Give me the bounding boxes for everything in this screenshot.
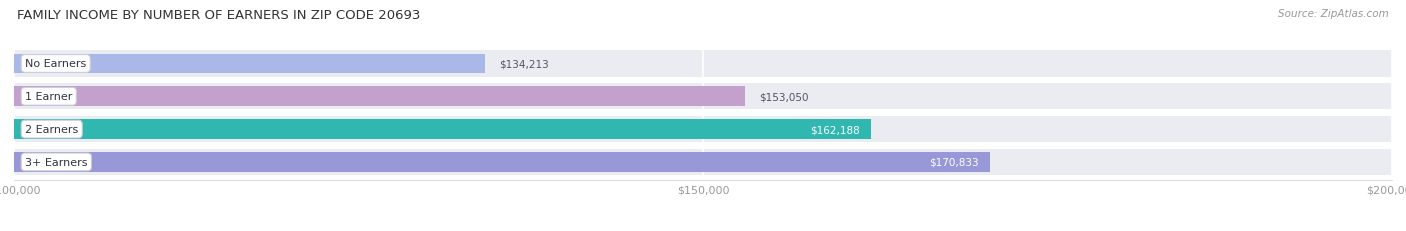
Bar (14, 84, 1392, 110)
Bar (14, 152, 990, 172)
Text: $134,213: $134,213 (499, 59, 548, 69)
Bar (14, 120, 870, 139)
Bar (14, 87, 745, 107)
Text: Source: ZipAtlas.com: Source: ZipAtlas.com (1278, 9, 1389, 19)
Text: 3+ Earners: 3+ Earners (25, 157, 87, 167)
Bar (14, 149, 1392, 175)
Text: $153,050: $153,050 (759, 92, 808, 102)
Bar (14, 51, 1392, 77)
Bar (14, 116, 1392, 143)
Text: 1 Earner: 1 Earner (25, 92, 73, 102)
Text: $162,188: $162,188 (810, 125, 860, 134)
Bar (14, 54, 485, 74)
Text: No Earners: No Earners (25, 59, 86, 69)
Text: 2 Earners: 2 Earners (25, 125, 79, 134)
Text: $170,833: $170,833 (929, 157, 979, 167)
Text: FAMILY INCOME BY NUMBER OF EARNERS IN ZIP CODE 20693: FAMILY INCOME BY NUMBER OF EARNERS IN ZI… (17, 9, 420, 22)
